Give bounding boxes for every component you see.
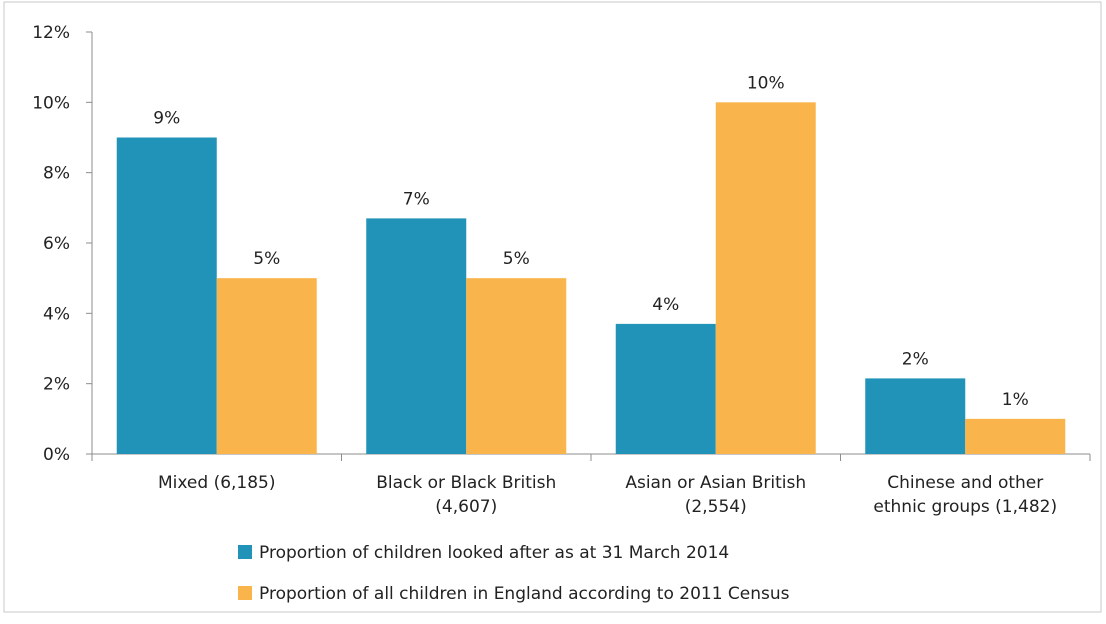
y-tick-label: 4% xyxy=(43,304,70,324)
data-label: 10% xyxy=(747,73,785,93)
x-axis: Mixed (6,185) Black or Black British (4,60… xyxy=(91,453,1091,517)
bar xyxy=(366,218,467,454)
y-tick-label: 12% xyxy=(32,23,70,43)
legend: Proportion of children looked after as a… xyxy=(238,543,790,604)
y-tick-label: 2% xyxy=(43,375,70,395)
legend-swatch xyxy=(238,586,252,600)
bars xyxy=(116,102,1066,454)
bar xyxy=(466,278,567,454)
legend-label: Proportion of children looked after as a… xyxy=(259,543,729,563)
legend-label: Proportion of all children in England ac… xyxy=(259,584,790,604)
data-label: 5% xyxy=(253,249,280,269)
bar xyxy=(965,418,1066,454)
y-tick-label: 8% xyxy=(43,164,70,184)
y-axis: 0% 2% 4% 6% 8% 10% 12% xyxy=(32,23,93,465)
bar xyxy=(865,378,966,454)
data-label: 1% xyxy=(1002,390,1029,410)
x-tick-label: Black or Black British xyxy=(376,473,556,493)
data-label: 4% xyxy=(652,295,679,315)
y-tick-label: 0% xyxy=(43,445,70,465)
bar xyxy=(615,323,716,454)
x-tick-label: Chinese and other xyxy=(887,473,1043,493)
x-tick-label: (4,607) xyxy=(435,497,497,517)
bar xyxy=(116,137,217,454)
bar xyxy=(216,278,317,454)
x-tick-label: (2,554) xyxy=(685,497,747,517)
x-tick-label: Asian or Asian British xyxy=(625,473,806,493)
x-tick-label: ethnic groups (1,482) xyxy=(873,497,1057,517)
data-label: 5% xyxy=(503,249,530,269)
data-label: 2% xyxy=(902,349,929,369)
data-labels: 9% 7% 4% 2% 5% 5% 10% 1% xyxy=(153,73,1028,410)
bar xyxy=(715,102,816,454)
legend-swatch xyxy=(238,545,252,559)
x-tick-label: Mixed (6,185) xyxy=(158,473,276,493)
y-tick-label: 10% xyxy=(32,93,70,113)
data-label: 9% xyxy=(153,109,180,129)
y-tick-label: 6% xyxy=(43,234,70,254)
data-label: 7% xyxy=(403,189,430,209)
